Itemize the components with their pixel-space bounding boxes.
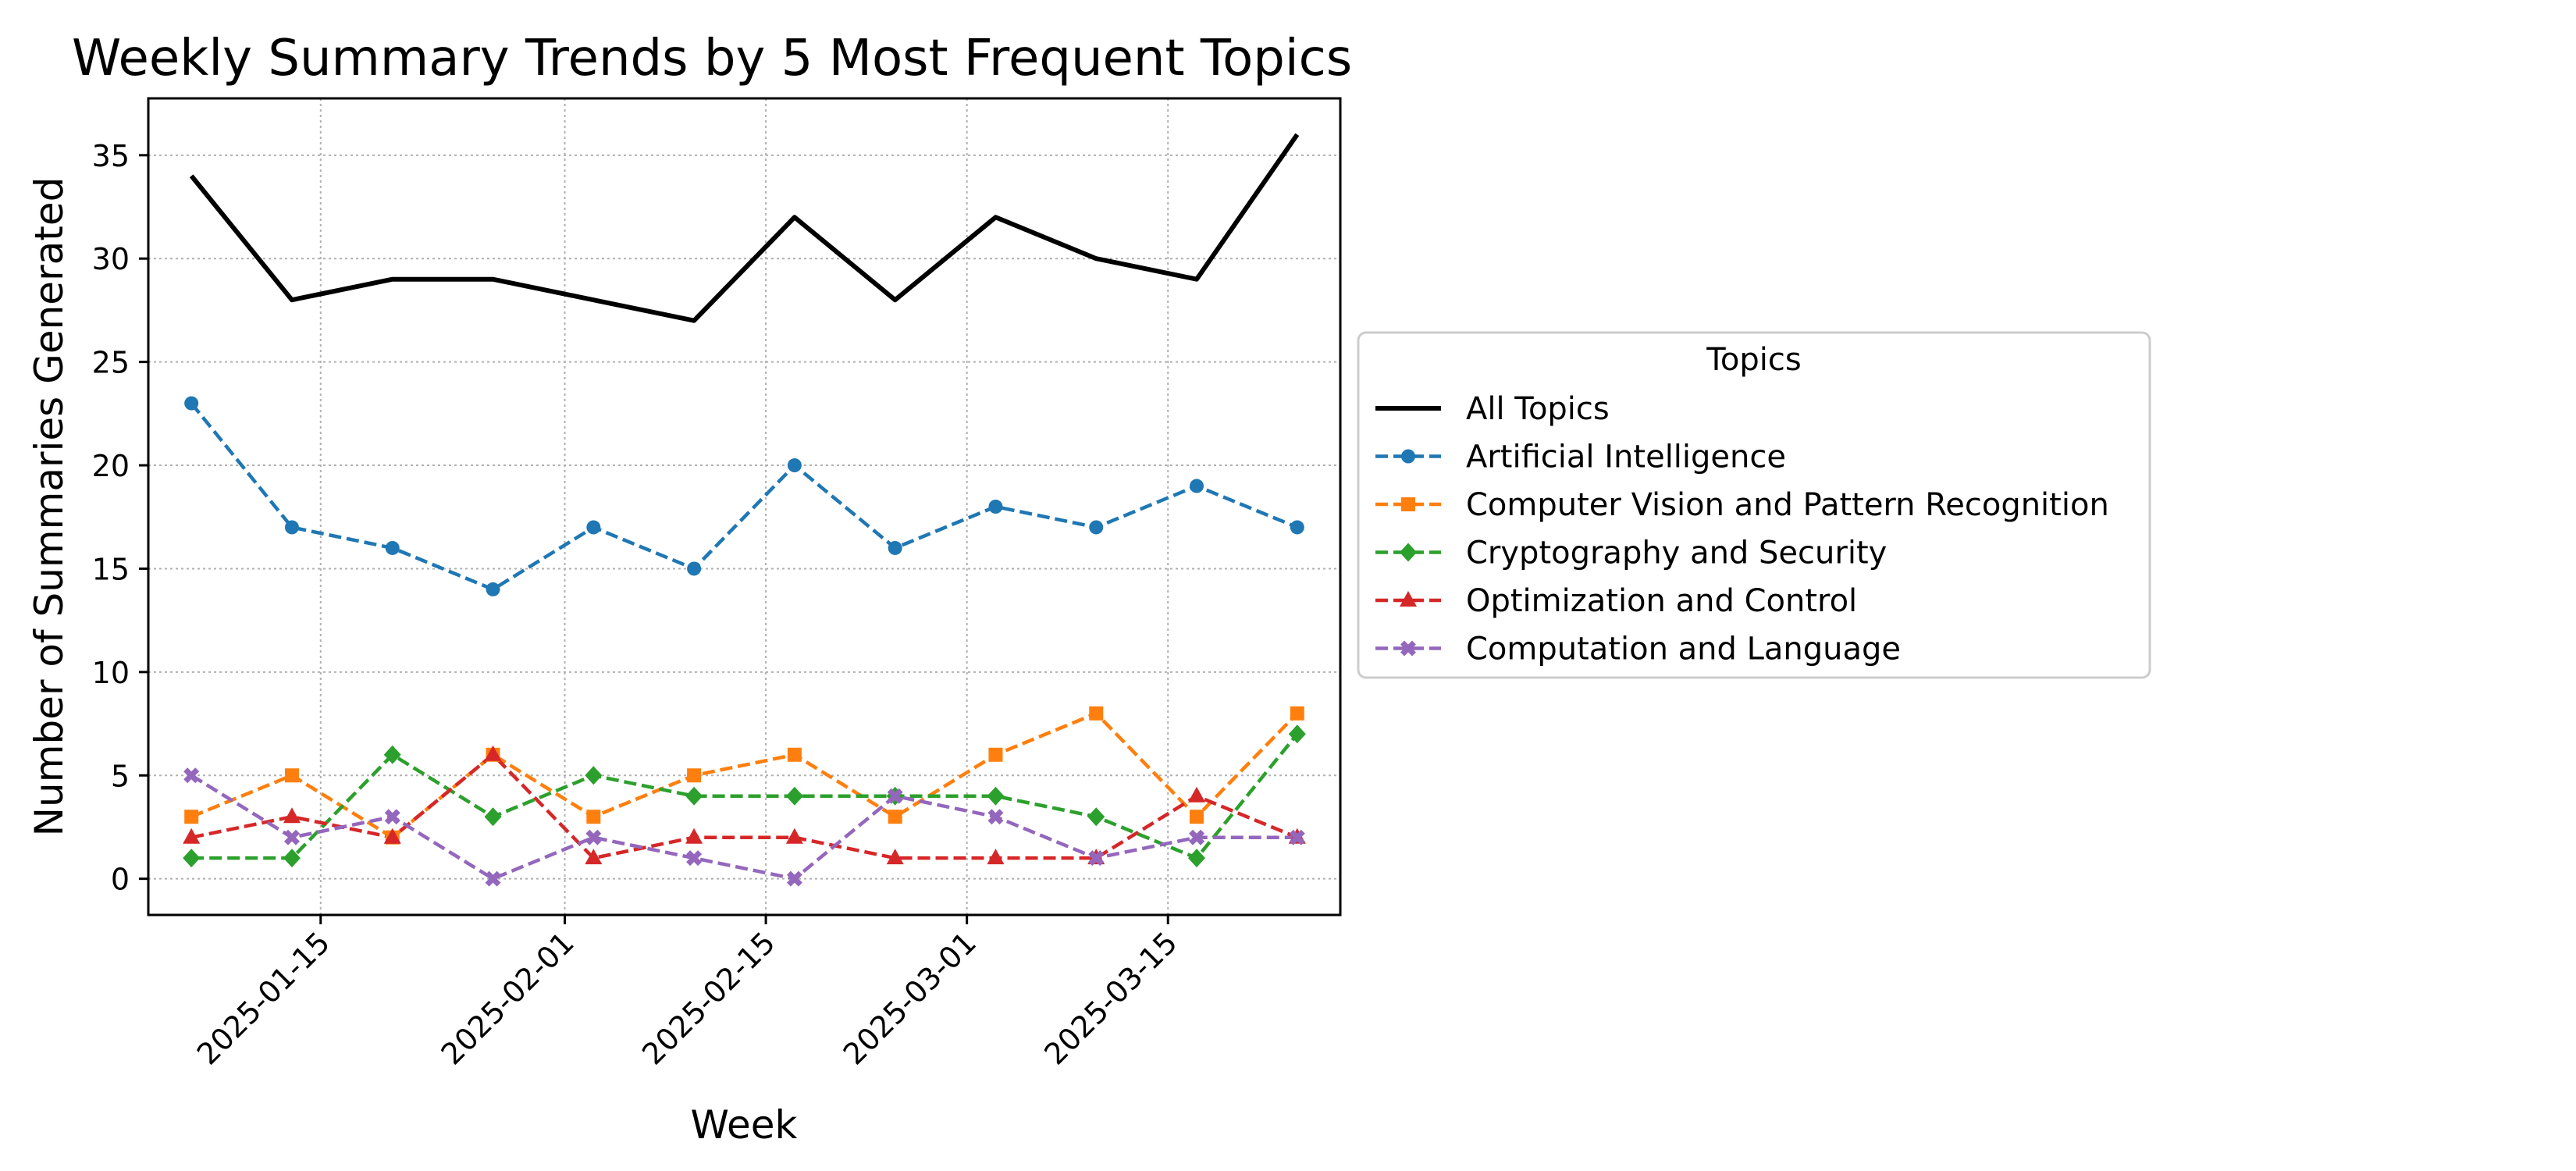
data-point [786, 870, 802, 887]
data-point [283, 829, 300, 845]
data-point [1188, 786, 1206, 803]
data-point [785, 786, 803, 806]
data-point [685, 828, 703, 844]
y-tick-label: 25 [92, 346, 130, 380]
legend-entry-label: All Topics [1466, 391, 1610, 427]
data-point [284, 520, 299, 535]
y-axis-label: Number of Summaries Generated [27, 177, 72, 837]
data-point [485, 870, 501, 887]
legend-frame [1357, 331, 2151, 679]
data-point [687, 561, 702, 576]
data-point [284, 768, 299, 783]
y-tick-label: 15 [92, 552, 130, 586]
data-point [385, 540, 400, 555]
series-line-1 [190, 402, 1298, 592]
data-point [585, 829, 602, 845]
data-point [886, 849, 904, 865]
y-tick-label: 5 [111, 759, 130, 793]
data-point [987, 786, 1005, 806]
data-point [1089, 520, 1104, 535]
data-point [787, 458, 802, 473]
data-point [988, 747, 1003, 762]
data-point [1288, 724, 1306, 744]
data-point [1190, 479, 1204, 493]
data-point [1290, 520, 1304, 535]
legend-marker [1401, 497, 1415, 511]
legend-marker [1400, 591, 1417, 607]
data-point [585, 849, 603, 865]
data-point [988, 500, 1003, 514]
data-point [183, 767, 200, 784]
series-line-5 [190, 774, 1297, 881]
data-point [484, 745, 502, 761]
data-point [183, 849, 201, 868]
data-point [183, 828, 201, 844]
series-markers [183, 396, 1306, 887]
y-tick-label: 20 [92, 449, 130, 483]
data-point [1088, 850, 1105, 867]
data-point [484, 807, 502, 827]
x-axis-label: Week [691, 1102, 798, 1148]
data-point [987, 849, 1005, 865]
legend-marker [1400, 543, 1417, 562]
legend-entry-label: Optimization and Control [1466, 583, 1857, 619]
data-point [785, 828, 803, 844]
data-point [585, 766, 603, 785]
data-point [1190, 810, 1204, 824]
data-point [888, 810, 902, 824]
series-line-2 [190, 711, 1299, 839]
data-point [586, 810, 601, 824]
y-tick-label: 0 [111, 863, 130, 897]
legend-entry-label: Artificial Intelligence [1466, 440, 1786, 475]
data-point [887, 788, 903, 804]
chart-title: Weekly Summary Trends by 5 Most Frequent… [72, 30, 1352, 87]
data-point [1290, 706, 1304, 721]
legend-marker [1400, 640, 1416, 657]
data-point [184, 810, 199, 824]
data-point [686, 850, 703, 867]
data-point [1289, 829, 1305, 845]
data-point [787, 747, 802, 762]
data-point [384, 809, 400, 825]
series-line-0 [189, 133, 1300, 323]
data-point [486, 582, 500, 596]
series-line-4 [190, 753, 1298, 860]
y-tick-label: 35 [92, 139, 130, 173]
y-tick-label: 30 [92, 242, 130, 276]
legend-title: Topics [1706, 342, 1801, 378]
data-point [283, 849, 301, 868]
legend-marker [1401, 449, 1415, 464]
legend: Topics All Topics Artificial Intelligence… [1357, 331, 2151, 679]
legend-entry-label: Cryptography and Security [1466, 536, 1887, 571]
data-point [888, 540, 902, 555]
legend-entry-label: Computation and Language [1466, 632, 1901, 667]
data-point [383, 828, 401, 844]
legend-entry-label: Computer Vision and Pattern Recognition [1466, 487, 2109, 523]
grid-lines [148, 98, 1340, 915]
data-point [687, 768, 702, 783]
plot-area-frame [147, 97, 1342, 917]
y-tick-label: 10 [92, 656, 130, 690]
data-point [685, 786, 703, 806]
series-line-3 [191, 732, 1299, 860]
data-point [383, 745, 401, 764]
data-point [184, 396, 199, 411]
data-point [987, 809, 1004, 825]
data-point [1189, 829, 1205, 845]
data-point [1188, 849, 1206, 868]
y-axis: 0 5 10 15 20 25 30 35 [92, 139, 148, 897]
data-point [1087, 807, 1105, 827]
data-point [283, 807, 301, 824]
data-point [1089, 706, 1104, 721]
series-lines [189, 133, 1300, 881]
data-point [586, 520, 601, 535]
